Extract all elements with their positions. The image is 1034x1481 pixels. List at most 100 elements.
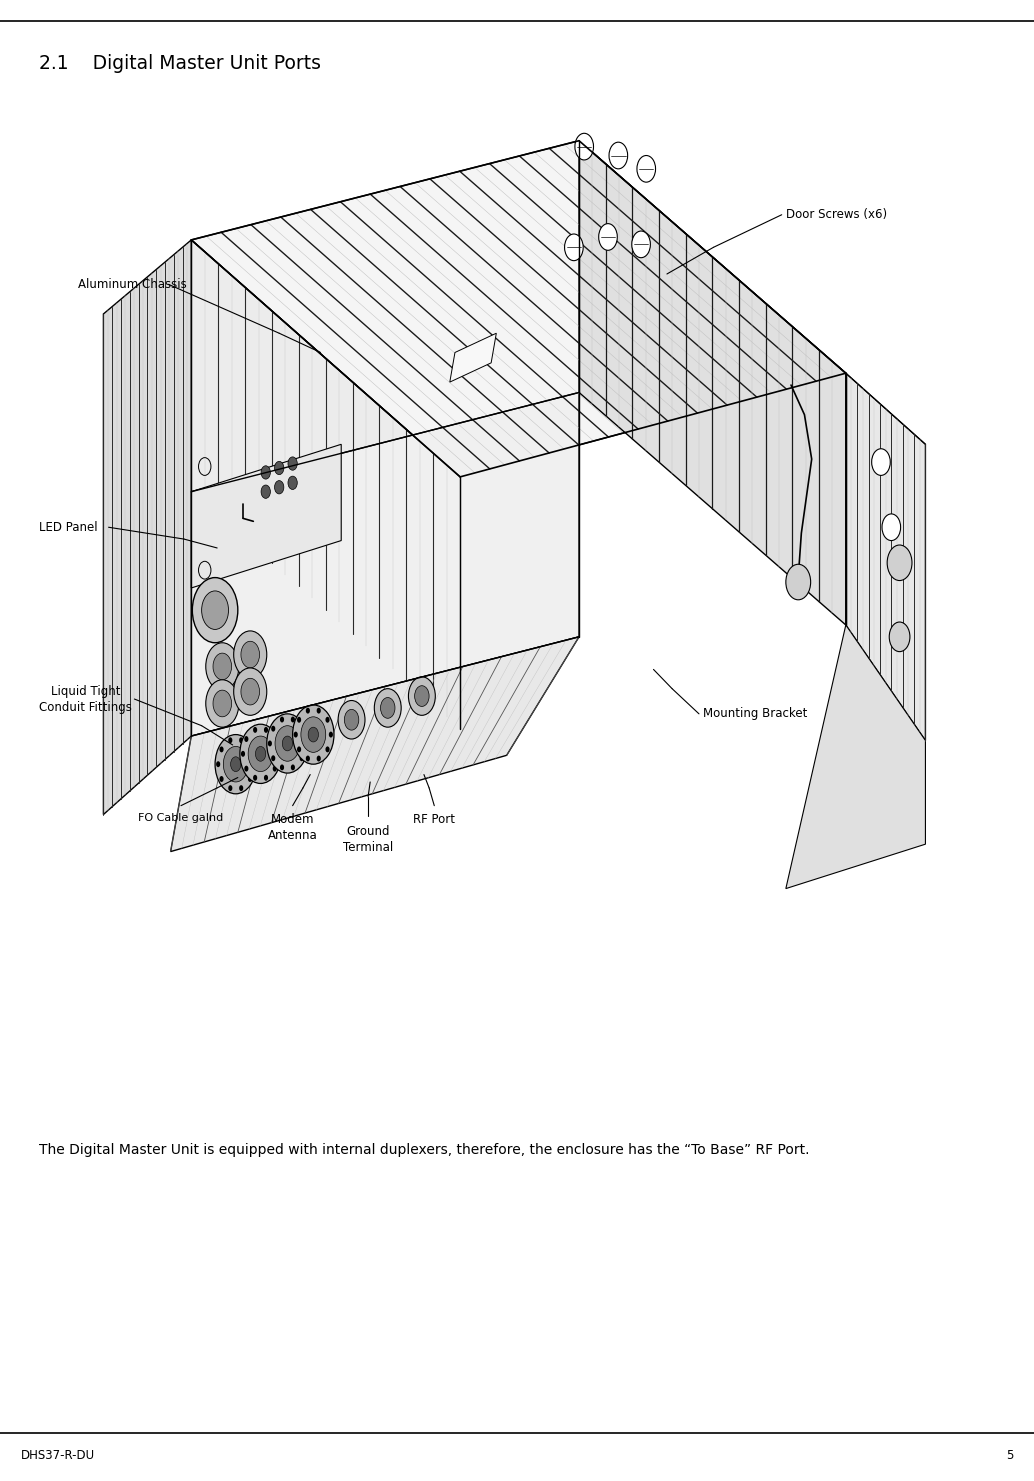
Circle shape bbox=[229, 738, 233, 743]
Circle shape bbox=[240, 724, 281, 783]
Circle shape bbox=[280, 717, 284, 723]
Circle shape bbox=[213, 690, 232, 717]
Circle shape bbox=[303, 740, 307, 746]
Circle shape bbox=[261, 484, 271, 498]
Circle shape bbox=[248, 736, 273, 772]
Circle shape bbox=[271, 755, 275, 761]
Circle shape bbox=[273, 736, 277, 742]
Circle shape bbox=[308, 727, 318, 742]
Circle shape bbox=[280, 764, 284, 770]
Circle shape bbox=[255, 746, 266, 761]
Circle shape bbox=[271, 726, 275, 732]
Circle shape bbox=[415, 686, 429, 706]
Circle shape bbox=[306, 755, 310, 761]
Circle shape bbox=[275, 726, 300, 761]
Text: LED Panel: LED Panel bbox=[39, 521, 98, 533]
Polygon shape bbox=[191, 240, 460, 729]
Circle shape bbox=[264, 727, 268, 733]
Circle shape bbox=[575, 133, 594, 160]
Circle shape bbox=[609, 142, 628, 169]
Circle shape bbox=[786, 564, 811, 600]
Circle shape bbox=[301, 717, 326, 752]
Circle shape bbox=[326, 717, 330, 723]
Circle shape bbox=[344, 709, 359, 730]
Circle shape bbox=[887, 545, 912, 581]
Circle shape bbox=[215, 735, 256, 794]
Text: 2.1    Digital Master Unit Ports: 2.1 Digital Master Unit Ports bbox=[39, 53, 322, 73]
Circle shape bbox=[374, 689, 401, 727]
Polygon shape bbox=[579, 141, 846, 625]
Circle shape bbox=[276, 751, 280, 757]
Circle shape bbox=[219, 776, 223, 782]
Circle shape bbox=[293, 705, 334, 764]
Circle shape bbox=[267, 714, 308, 773]
Circle shape bbox=[637, 156, 656, 182]
Circle shape bbox=[316, 708, 321, 714]
Circle shape bbox=[275, 461, 283, 474]
Circle shape bbox=[632, 231, 650, 258]
Text: Modem
Antenna: Modem Antenna bbox=[268, 813, 317, 843]
Circle shape bbox=[275, 480, 283, 493]
Circle shape bbox=[261, 465, 271, 478]
Polygon shape bbox=[191, 392, 579, 736]
Circle shape bbox=[297, 717, 301, 723]
Circle shape bbox=[282, 736, 293, 751]
Polygon shape bbox=[191, 444, 341, 588]
Text: The Digital Master Unit is equipped with internal duplexers, therefore, the encl: The Digital Master Unit is equipped with… bbox=[39, 1143, 810, 1157]
Circle shape bbox=[206, 680, 239, 727]
Circle shape bbox=[241, 678, 260, 705]
Circle shape bbox=[248, 746, 252, 752]
Circle shape bbox=[241, 641, 260, 668]
Circle shape bbox=[234, 631, 267, 678]
Circle shape bbox=[291, 764, 295, 770]
Circle shape bbox=[872, 449, 890, 475]
Polygon shape bbox=[171, 637, 579, 852]
Circle shape bbox=[229, 785, 233, 791]
Circle shape bbox=[306, 708, 310, 714]
Text: RF Port: RF Port bbox=[414, 813, 455, 826]
Polygon shape bbox=[846, 373, 925, 444]
Text: 5: 5 bbox=[1006, 1448, 1013, 1462]
Circle shape bbox=[287, 456, 298, 469]
Text: Door Screws (x6): Door Screws (x6) bbox=[786, 209, 887, 221]
Circle shape bbox=[287, 475, 298, 489]
Circle shape bbox=[192, 578, 238, 643]
Circle shape bbox=[248, 776, 252, 782]
Circle shape bbox=[253, 775, 257, 780]
Circle shape bbox=[291, 717, 295, 723]
Circle shape bbox=[889, 622, 910, 652]
Circle shape bbox=[234, 668, 267, 715]
Circle shape bbox=[241, 751, 245, 757]
Circle shape bbox=[251, 761, 255, 767]
Circle shape bbox=[381, 698, 395, 718]
Circle shape bbox=[565, 234, 583, 261]
Circle shape bbox=[316, 755, 321, 761]
Text: DHS37-R-DU: DHS37-R-DU bbox=[21, 1448, 95, 1462]
Circle shape bbox=[223, 746, 248, 782]
Polygon shape bbox=[103, 240, 191, 815]
Circle shape bbox=[326, 746, 330, 752]
Circle shape bbox=[231, 757, 241, 772]
Circle shape bbox=[219, 746, 223, 752]
Circle shape bbox=[294, 732, 298, 738]
Text: Aluminum Chassis: Aluminum Chassis bbox=[78, 278, 186, 290]
Circle shape bbox=[338, 701, 365, 739]
Polygon shape bbox=[846, 373, 925, 740]
Text: Mounting Bracket: Mounting Bracket bbox=[703, 708, 808, 720]
Circle shape bbox=[273, 766, 277, 772]
Circle shape bbox=[244, 766, 248, 772]
Circle shape bbox=[239, 785, 243, 791]
Polygon shape bbox=[786, 625, 925, 889]
Circle shape bbox=[599, 224, 617, 250]
Circle shape bbox=[300, 755, 304, 761]
Circle shape bbox=[329, 732, 333, 738]
Circle shape bbox=[216, 761, 220, 767]
Text: Liquid Tight
Conduit Fittings: Liquid Tight Conduit Fittings bbox=[39, 684, 132, 714]
Circle shape bbox=[213, 653, 232, 680]
Text: FO Cable gaInd: FO Cable gaInd bbox=[139, 813, 223, 823]
Circle shape bbox=[202, 591, 229, 629]
Circle shape bbox=[882, 514, 901, 541]
Circle shape bbox=[297, 746, 301, 752]
Circle shape bbox=[264, 775, 268, 780]
Circle shape bbox=[253, 727, 257, 733]
